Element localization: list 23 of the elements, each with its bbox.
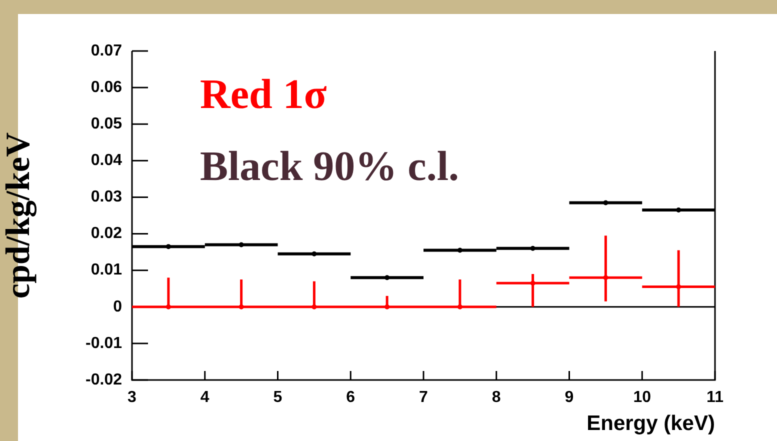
x-tick-label: 7 [419,389,428,406]
x-tick-label: 9 [564,389,574,406]
y-tick-label: 0 [113,298,122,316]
y-tick-label: 0.07 [90,42,122,60]
y-tick-label: 0.01 [90,262,122,279]
y-tick-label: -0.01 [86,334,122,352]
annotation: Red 1σ [200,72,327,118]
x-axis-title: Energy (keV) [586,412,715,436]
annotation: Black 90% c.l. [200,144,459,190]
x-tick-label: 6 [346,389,356,406]
x-tick-label: 11 [706,389,724,406]
x-tick-label: 3 [128,389,137,406]
y-tick-label: -0.02 [86,371,122,388]
y-tick-label: 0.04 [90,152,122,170]
x-tick-label: 8 [492,389,501,406]
y-tick-label: 0.05 [90,116,122,133]
y-tick-label: 0.03 [90,188,122,206]
y-tick-label: 0.02 [90,225,122,242]
x-tick-label: 4 [200,389,210,406]
y-axis-title: cpd/kg/keV [0,132,38,299]
x-tick-label: 10 [633,389,652,406]
y-tick-label: 0.06 [90,78,122,96]
x-tick-label: 5 [273,389,282,406]
